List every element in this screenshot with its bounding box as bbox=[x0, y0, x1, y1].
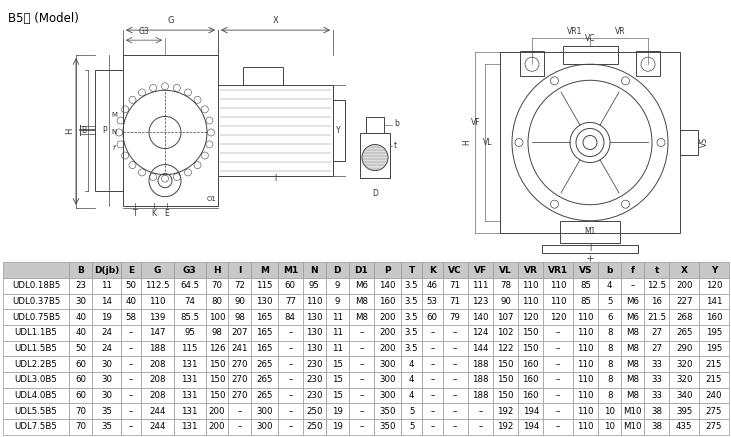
Bar bbox=[680, 131, 698, 155]
Text: VL: VL bbox=[482, 138, 492, 147]
Text: f: f bbox=[113, 145, 115, 150]
Bar bbox=[123, 55, 218, 206]
Bar bbox=[520, 51, 544, 76]
Bar bbox=[360, 133, 390, 177]
Bar bbox=[80, 126, 95, 135]
Bar bbox=[218, 85, 333, 176]
Text: Y: Y bbox=[336, 126, 341, 135]
Text: X: X bbox=[273, 16, 279, 25]
Text: P: P bbox=[102, 126, 107, 135]
Text: VR: VR bbox=[615, 27, 625, 36]
Text: B5型 (Model): B5型 (Model) bbox=[8, 12, 79, 25]
Text: K: K bbox=[151, 209, 156, 218]
Bar bbox=[243, 67, 283, 85]
Text: I: I bbox=[589, 244, 591, 253]
Text: VS: VS bbox=[700, 138, 708, 148]
Text: M: M bbox=[111, 112, 117, 118]
Circle shape bbox=[362, 145, 388, 170]
Bar bbox=[95, 70, 123, 191]
Text: N: N bbox=[111, 129, 117, 135]
Text: M1: M1 bbox=[584, 227, 596, 236]
Text: G: G bbox=[167, 16, 174, 25]
Text: VF: VF bbox=[471, 118, 481, 127]
Text: T: T bbox=[133, 209, 137, 218]
Bar bbox=[333, 101, 345, 160]
Text: b: b bbox=[394, 119, 399, 128]
Bar bbox=[542, 245, 638, 253]
Text: D: D bbox=[372, 189, 378, 198]
Text: O1: O1 bbox=[207, 196, 217, 202]
Text: H: H bbox=[462, 139, 471, 146]
Text: t: t bbox=[394, 141, 397, 150]
Text: E: E bbox=[164, 209, 170, 218]
Text: VC: VC bbox=[585, 34, 595, 43]
Text: VR1: VR1 bbox=[567, 27, 583, 36]
Bar bbox=[560, 221, 620, 243]
Text: I: I bbox=[274, 174, 276, 183]
Text: B: B bbox=[81, 126, 86, 135]
Bar bbox=[636, 51, 660, 76]
Bar bbox=[500, 52, 680, 233]
Bar bbox=[563, 46, 618, 64]
Text: G3: G3 bbox=[139, 27, 149, 36]
Text: H: H bbox=[66, 127, 75, 134]
